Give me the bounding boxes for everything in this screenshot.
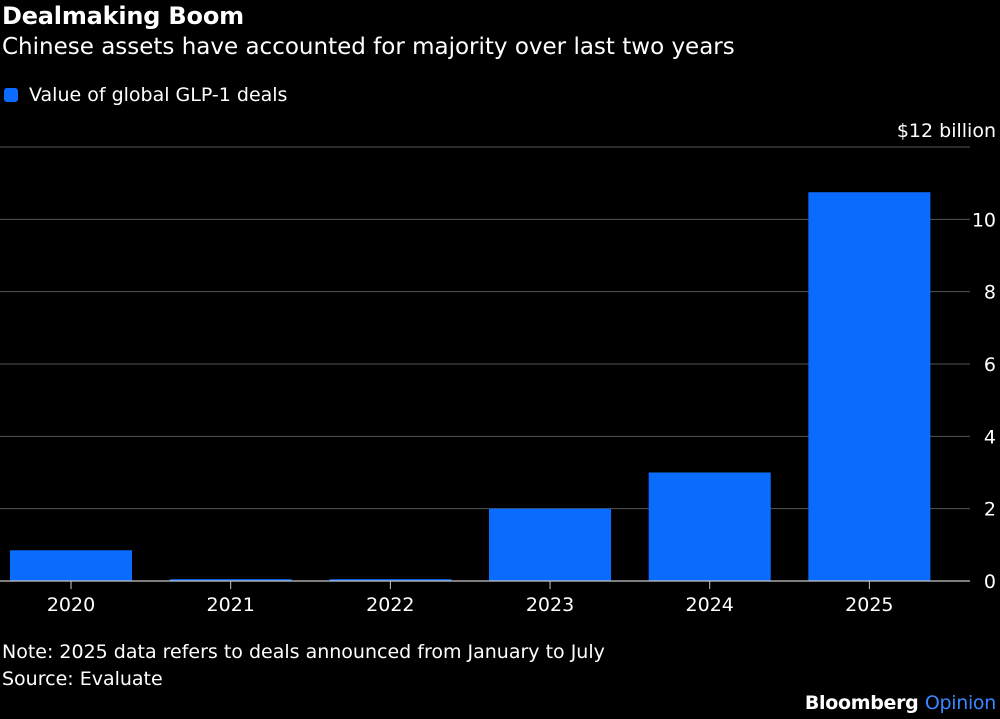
y-tick-label: 8 [984, 282, 996, 304]
y-axis-unit-label: $12 billion [897, 120, 996, 142]
x-tick-label: 2025 [845, 594, 893, 616]
x-tick-label: 2022 [366, 594, 414, 616]
chart-subtitle: Chinese assets have accounted for majori… [2, 34, 735, 60]
chart-note: Note: 2025 data refers to deals announce… [2, 641, 605, 663]
x-tick-label: 2024 [686, 594, 734, 616]
bar-2022 [329, 579, 452, 581]
legend: Value of global GLP-1 deals [4, 84, 287, 106]
brand-logo: Bloomberg Opinion [805, 692, 996, 714]
y-tick-label: 0 [984, 571, 996, 593]
chart-title: Dealmaking Boom [2, 2, 244, 30]
chart-source: Source: Evaluate [2, 668, 163, 690]
x-tick-label: 2023 [526, 594, 574, 616]
x-tick-label: 2021 [207, 594, 255, 616]
y-tick-label: 4 [984, 426, 996, 448]
bar-2020 [10, 550, 133, 581]
y-tick-label: 2 [984, 499, 996, 521]
bar-2025 [808, 192, 931, 582]
x-tick-label: 2020 [47, 594, 95, 616]
bar-2023 [489, 508, 612, 581]
bar-2024 [648, 472, 771, 581]
legend-label: Value of global GLP-1 deals [29, 84, 288, 106]
brand-main: Bloomberg [804, 692, 919, 714]
y-tick-label: 6 [984, 354, 996, 376]
brand-accent: Opinion [924, 692, 996, 714]
bar-2021 [169, 579, 292, 581]
legend-swatch [4, 88, 18, 102]
y-tick-label: 10 [972, 209, 996, 231]
